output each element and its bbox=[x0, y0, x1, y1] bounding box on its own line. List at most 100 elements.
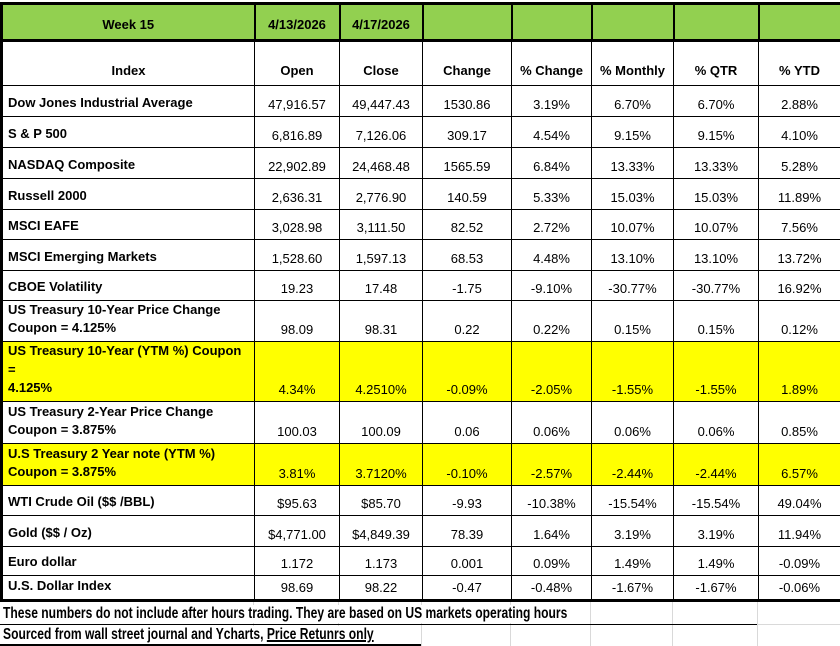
footer-source-row: Sourced from wall street journal and Ych… bbox=[0, 625, 840, 646]
cell-change: 0.001 bbox=[423, 546, 512, 575]
cell-pct-qtr: 15.03% bbox=[674, 179, 759, 210]
table-row-msci-eafe: MSCI EAFE 3,028.98 3,111.50 82.52 2.72% … bbox=[2, 210, 840, 240]
cell-close: 98.31 bbox=[340, 301, 423, 342]
cell-change: -1.75 bbox=[423, 271, 512, 301]
table-row-treasury-10y-price: US Treasury 10-Year Price Change Coupon … bbox=[2, 301, 840, 342]
table-row-usd-index: U.S. Dollar Index 98.69 98.22 -0.47 -0.4… bbox=[2, 575, 840, 600]
cell-open: 100.03 bbox=[255, 401, 340, 443]
cell-pct-change: 4.54% bbox=[512, 117, 592, 148]
green-spacer-cell bbox=[423, 4, 512, 41]
table-row-dow-jones: Dow Jones Industrial Average 47,916.57 4… bbox=[2, 86, 840, 117]
footer-source-prefix: Sourced from wall street journal and Ych… bbox=[3, 626, 267, 643]
cell-pct-change: -2.57% bbox=[512, 443, 592, 485]
cell-open: 4.34% bbox=[255, 342, 340, 402]
cell-pct-monthly: 1.49% bbox=[592, 546, 674, 575]
cell-pct-qtr: -1.67% bbox=[674, 575, 759, 600]
cell-close: 1.173 bbox=[340, 546, 423, 575]
close-date-label: 4/17/2026 bbox=[340, 4, 423, 41]
cell-change: -9.93 bbox=[423, 485, 512, 515]
cell-pct-ytd: 2.88% bbox=[759, 86, 840, 117]
cell-open: 3,028.98 bbox=[255, 210, 340, 240]
cell-close: 2,776.90 bbox=[340, 179, 423, 210]
cell-pct-qtr: 0.06% bbox=[674, 401, 759, 443]
green-spacer-cell bbox=[674, 4, 759, 41]
cell-close: 100.09 bbox=[340, 401, 423, 443]
cell-pct-change: 3.19% bbox=[512, 86, 592, 117]
footer-source-link[interactable]: Price Retunrs only bbox=[267, 626, 374, 643]
cell-change: 78.39 bbox=[423, 515, 512, 546]
cell-pct-change: 6.84% bbox=[512, 148, 592, 179]
cell-pct-ytd: 4.10% bbox=[759, 117, 840, 148]
cell-open: 19.23 bbox=[255, 271, 340, 301]
cell-pct-change: 0.06% bbox=[512, 401, 592, 443]
cell-pct-ytd: 49.04% bbox=[759, 485, 840, 515]
cell-pct-ytd: 6.57% bbox=[759, 443, 840, 485]
gridline bbox=[757, 625, 758, 646]
cell-close: 98.22 bbox=[340, 575, 423, 600]
col-header-pct-ytd: % YTD bbox=[759, 41, 840, 86]
cell-close: 7,126.06 bbox=[340, 117, 423, 148]
cell-pct-change: 5.33% bbox=[512, 179, 592, 210]
table-row-treasury-2y-price: US Treasury 2-Year Price Change Coupon =… bbox=[2, 401, 840, 443]
cell-pct-monthly: 0.06% bbox=[592, 401, 674, 443]
table-row-euro: Euro dollar 1.172 1.173 0.001 0.09% 1.49… bbox=[2, 546, 840, 575]
col-header-pct-change: % Change bbox=[512, 41, 592, 86]
row-label: US Treasury 10-Year (YTM %) Coupon = 4.1… bbox=[2, 342, 255, 402]
cell-pct-change: -2.05% bbox=[512, 342, 592, 402]
cell-change: -0.09% bbox=[423, 342, 512, 402]
cell-pct-change: -9.10% bbox=[512, 271, 592, 301]
cell-pct-change: 0.22% bbox=[512, 301, 592, 342]
cell-change: 309.17 bbox=[423, 117, 512, 148]
cell-open: $4,771.00 bbox=[255, 515, 340, 546]
row-label: MSCI Emerging Markets bbox=[2, 240, 255, 271]
cell-pct-ytd: 0.12% bbox=[759, 301, 840, 342]
cell-pct-ytd: -0.09% bbox=[759, 546, 840, 575]
cell-close: 3.7120% bbox=[340, 443, 423, 485]
cell-pct-qtr: 1.49% bbox=[674, 546, 759, 575]
table-row-gold: Gold ($$ / Oz) $4,771.00 $4,849.39 78.39… bbox=[2, 515, 840, 546]
gridline bbox=[757, 602, 758, 625]
cell-close: 49,447.43 bbox=[340, 86, 423, 117]
cell-open: 98.69 bbox=[255, 575, 340, 600]
row-label: US Treasury 10-Year Price Change Coupon … bbox=[2, 301, 255, 342]
table-row-treasury-2y-ytm: U.S Treasury 2 Year note (YTM %) Coupon … bbox=[2, 443, 840, 485]
cell-close: $4,849.39 bbox=[340, 515, 423, 546]
cell-change: -0.10% bbox=[423, 443, 512, 485]
cell-pct-qtr: 13.33% bbox=[674, 148, 759, 179]
cell-change: 82.52 bbox=[423, 210, 512, 240]
week-header-row: Week 15 4/13/2026 4/17/2026 bbox=[2, 4, 840, 41]
cell-change: -0.47 bbox=[423, 575, 512, 600]
cell-pct-qtr: 10.07% bbox=[674, 210, 759, 240]
col-header-pct-monthly: % Monthly bbox=[592, 41, 674, 86]
cell-pct-monthly: 13.33% bbox=[592, 148, 674, 179]
cell-close: 1,597.13 bbox=[340, 240, 423, 271]
cell-open: 2,636.31 bbox=[255, 179, 340, 210]
row-label: S & P 500 bbox=[2, 117, 255, 148]
cell-pct-change: 1.64% bbox=[512, 515, 592, 546]
row-label: Euro dollar bbox=[2, 546, 255, 575]
cell-pct-ytd: 11.89% bbox=[759, 179, 840, 210]
cell-change: 1530.86 bbox=[423, 86, 512, 117]
cell-pct-qtr: -2.44% bbox=[674, 443, 759, 485]
col-header-index: Index bbox=[2, 41, 255, 86]
gridline bbox=[421, 625, 422, 646]
cell-pct-ytd: 13.72% bbox=[759, 240, 840, 271]
row-label: Dow Jones Industrial Average bbox=[2, 86, 255, 117]
cell-pct-qtr: -30.77% bbox=[674, 271, 759, 301]
cell-close: 24,468.48 bbox=[340, 148, 423, 179]
gridline bbox=[672, 625, 673, 646]
cell-change: 0.06 bbox=[423, 401, 512, 443]
gridline bbox=[672, 602, 673, 625]
cell-pct-monthly: 15.03% bbox=[592, 179, 674, 210]
cell-pct-monthly: 9.15% bbox=[592, 117, 674, 148]
table-row-nasdaq: NASDAQ Composite 22,902.89 24,468.48 156… bbox=[2, 148, 840, 179]
row-label: U.S. Dollar Index bbox=[2, 575, 255, 600]
cell-change: 0.22 bbox=[423, 301, 512, 342]
cell-pct-change: 0.09% bbox=[512, 546, 592, 575]
col-header-close: Close bbox=[340, 41, 423, 86]
cell-change: 140.59 bbox=[423, 179, 512, 210]
cell-close: 4.2510% bbox=[340, 342, 423, 402]
footer-note-row: These numbers do not include after hours… bbox=[0, 602, 840, 625]
green-spacer-cell bbox=[512, 4, 592, 41]
